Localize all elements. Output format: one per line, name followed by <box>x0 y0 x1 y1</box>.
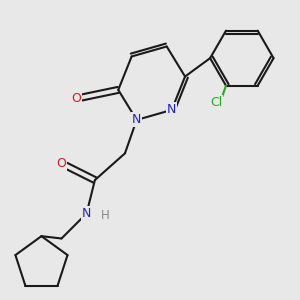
Text: Cl: Cl <box>210 97 222 110</box>
Text: N: N <box>82 207 91 220</box>
Text: H: H <box>100 208 109 222</box>
Text: N: N <box>167 103 176 116</box>
Text: O: O <box>57 157 66 170</box>
Text: O: O <box>72 92 82 105</box>
Text: N: N <box>132 113 141 126</box>
